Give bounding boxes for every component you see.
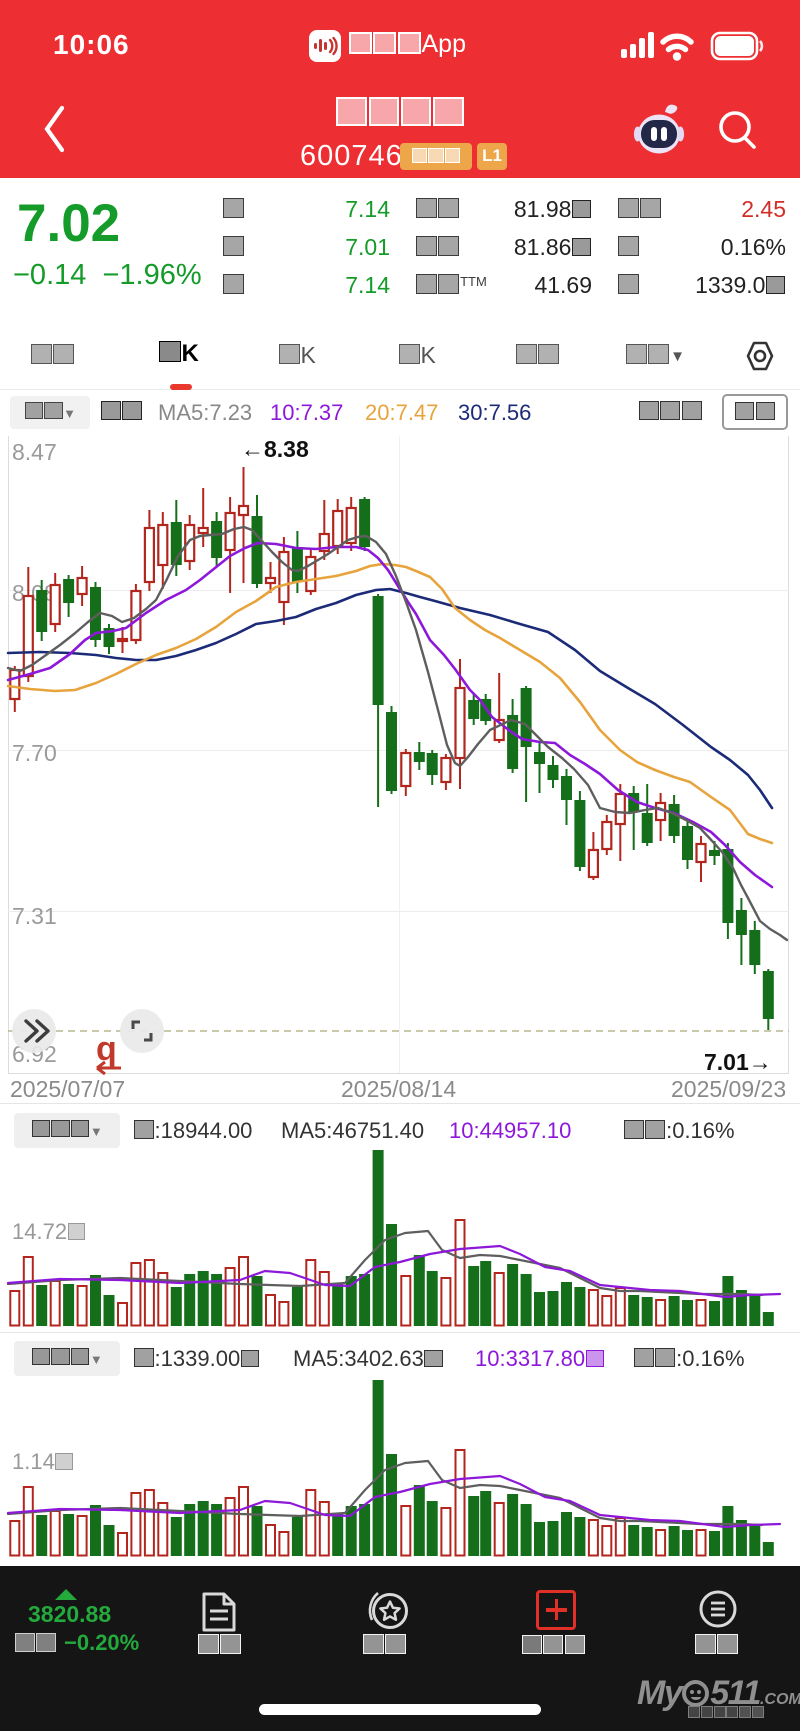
svg-text:q: q [96,1030,117,1068]
svg-text:7.01→: 7.01→ [704,1049,772,1075]
svg-text:8.08: 8.08 [12,580,57,606]
svg-text:7.31: 7.31 [12,903,57,929]
svg-text:←8.38: ←8.38 [241,436,309,462]
svg-text:7.70: 7.70 [12,740,57,766]
svg-text:8.47: 8.47 [12,439,57,465]
